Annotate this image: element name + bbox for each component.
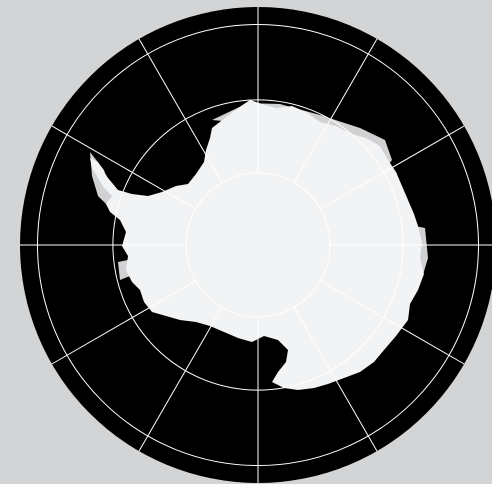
parallel-circle <box>112 99 404 391</box>
meridian-line <box>293 38 378 183</box>
parallels <box>36 23 480 467</box>
antarctica-landmass <box>90 100 424 390</box>
parallel-circle <box>185 172 331 318</box>
meridian-line <box>293 307 378 452</box>
meridian-line <box>138 38 223 183</box>
graticule <box>20 7 492 483</box>
parallel-circle <box>36 23 480 467</box>
meridians <box>20 7 492 483</box>
meridian-line <box>320 125 465 210</box>
meridian-line <box>138 307 223 452</box>
meridian-line <box>51 280 196 365</box>
meridian-line <box>51 125 196 210</box>
meridian-line <box>320 280 465 365</box>
